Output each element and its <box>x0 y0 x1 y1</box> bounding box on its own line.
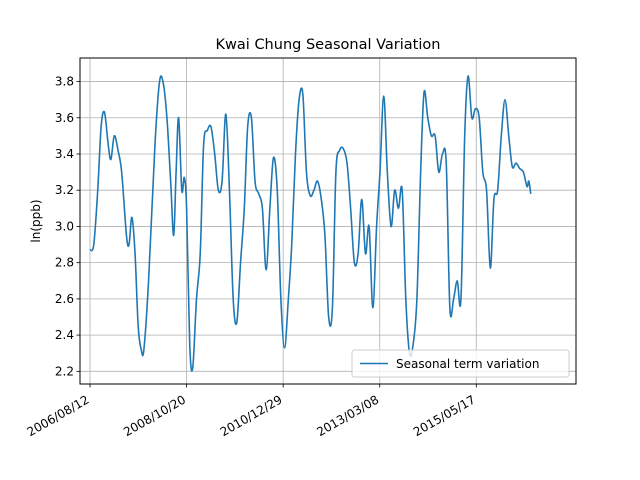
y-axis-label: ln(ppb) <box>29 199 43 242</box>
y-tick-label: 2.4 <box>55 328 74 342</box>
series-line <box>89 75 532 372</box>
legend-box <box>351 349 570 378</box>
y-tick-label: 3.6 <box>55 111 74 125</box>
plot-frame <box>79 57 577 385</box>
y-tick-label: 3.0 <box>55 219 74 233</box>
y-tick-label: 2.2 <box>55 364 74 378</box>
chart-title: Kwai Chung Seasonal Variation <box>216 37 441 53</box>
series-layer <box>89 75 532 372</box>
y-tick-label: 2.8 <box>55 256 74 270</box>
legend: Seasonal term variation <box>351 349 570 378</box>
legend-label: Seasonal term variation <box>396 357 539 371</box>
y-tick-label: 3.8 <box>55 75 74 89</box>
grid-layer <box>80 58 576 384</box>
y-tick-label: 2.6 <box>55 292 74 306</box>
y-tick-label: 3.4 <box>55 147 74 161</box>
y-tick-label: 3.2 <box>55 183 74 197</box>
